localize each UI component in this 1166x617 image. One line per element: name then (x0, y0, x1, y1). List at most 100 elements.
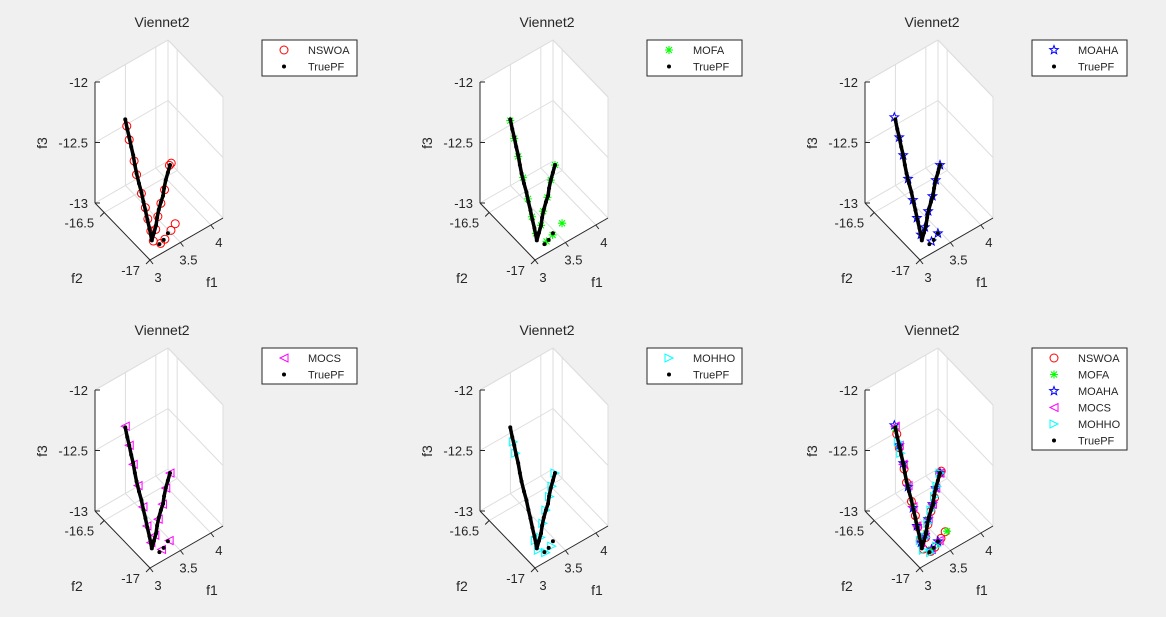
data-point (933, 178, 938, 183)
data-point (132, 162, 137, 167)
data-point (539, 531, 544, 536)
dot-marker (143, 516, 148, 521)
asterisk-marker (542, 237, 551, 246)
data-point (123, 117, 128, 122)
dot-marker (935, 170, 940, 175)
z-tick-label: -12.5 (58, 444, 88, 459)
data-point (524, 498, 529, 503)
x-tick-label: 3 (924, 270, 931, 285)
data-point (530, 217, 535, 222)
data-point (546, 237, 551, 242)
box-edge (552, 39, 609, 98)
data-point (943, 527, 952, 536)
dot-marker (921, 538, 926, 543)
dot-marker (546, 237, 551, 242)
dot-marker (132, 162, 137, 167)
data-point (163, 178, 168, 183)
data-point (536, 538, 541, 543)
dot-marker (899, 144, 904, 149)
dot-marker (938, 163, 942, 168)
data-point (532, 225, 537, 230)
triangle-left-marker (1048, 402, 1059, 413)
data-point (155, 523, 160, 528)
z-axis-label: f3 (34, 137, 50, 149)
dot-marker (163, 486, 168, 491)
dot-marker (915, 525, 920, 530)
data-point (149, 238, 154, 243)
chart-title: Viennet2 (904, 14, 959, 30)
legend-item: TruePF (1052, 62, 1115, 74)
x-tick (919, 567, 924, 573)
legend-label: NSWOA (1078, 353, 1120, 365)
dot-marker (927, 550, 932, 555)
y-tick (145, 567, 151, 573)
data-point (909, 190, 914, 195)
chart-title: Viennet2 (134, 14, 189, 30)
data-point (935, 170, 940, 175)
data-point (550, 231, 555, 236)
dot-marker (143, 208, 148, 213)
y-tick (145, 259, 151, 265)
data-point (158, 508, 163, 513)
legend-marker (282, 64, 286, 69)
y-axis-label: f2 (841, 270, 853, 286)
legend-label: MOHHO (1078, 419, 1121, 431)
dot-marker (897, 443, 902, 448)
dot-marker (899, 452, 904, 457)
y-tick (484, 520, 490, 525)
x-tick-label: 4 (215, 543, 222, 558)
data-point (542, 550, 547, 555)
data-point (517, 162, 522, 167)
dot-marker (131, 461, 136, 466)
data-point (901, 153, 906, 158)
data-point (129, 452, 134, 457)
legend-box (1031, 39, 1128, 77)
legend-marker (278, 353, 289, 363)
data-point (139, 498, 144, 503)
dot-marker (931, 237, 936, 242)
data-point (123, 425, 128, 430)
z-tick-label: -12 (69, 383, 88, 398)
dot-marker (157, 550, 162, 555)
data-point (519, 171, 524, 176)
legend: MOHHO TruePF (646, 347, 743, 385)
data-point (508, 425, 513, 430)
y-tick-label: -16.5 (450, 524, 480, 539)
y-tick-label: -16.5 (835, 216, 865, 231)
series-truepf (508, 117, 557, 247)
y-axis-label: f2 (71, 578, 83, 594)
data-point (519, 479, 524, 484)
axes-background (480, 348, 608, 568)
dot-marker (548, 486, 553, 491)
y-tick (915, 259, 921, 265)
legend-label: MOCS (308, 353, 341, 365)
z-tick-label: -12 (839, 383, 858, 398)
dot-marker (512, 443, 517, 448)
z-tick-label: -12 (454, 383, 473, 398)
dot-marker (145, 217, 150, 222)
data-point (927, 550, 932, 555)
data-point (532, 533, 537, 538)
data-point (550, 170, 555, 175)
x-tick (950, 550, 954, 555)
x-tick-label: 3.5 (564, 561, 582, 576)
legend-marker (1052, 438, 1056, 443)
data-point (143, 208, 148, 213)
x-tick-label: 3 (154, 270, 161, 285)
dot-marker (510, 126, 515, 131)
x-tick (180, 550, 184, 555)
dot-marker (156, 515, 161, 520)
dot-marker (928, 200, 933, 205)
x-tick (180, 242, 184, 247)
series-truepf (893, 117, 942, 247)
chart-title: Viennet2 (519, 322, 574, 338)
circle-marker (166, 225, 176, 235)
data-point (547, 186, 552, 191)
data-point (919, 546, 924, 551)
data-point (901, 461, 906, 466)
y-tick (99, 520, 105, 525)
dot-marker (546, 193, 551, 198)
dot-marker (897, 135, 902, 140)
data-point (136, 489, 141, 494)
dot-marker (543, 200, 548, 205)
